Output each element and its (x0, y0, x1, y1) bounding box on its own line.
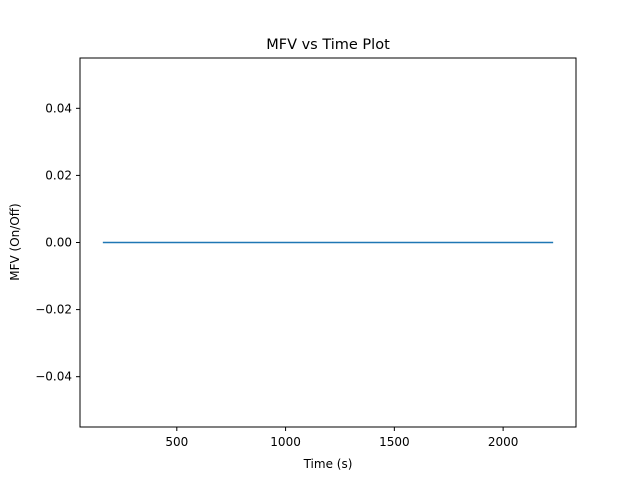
y-tick-label: −0.02 (35, 303, 72, 317)
y-tick-label: 0.00 (45, 236, 72, 250)
x-tick-label: 1000 (270, 435, 301, 449)
x-axis-ticks: 500 1000 1500 2000 (165, 427, 518, 449)
x-tick-label: 1500 (379, 435, 410, 449)
y-axis-ticks: −0.04 −0.02 0.00 0.02 0.04 (35, 101, 80, 384)
y-axis-label: MFV (On/Off) (8, 203, 22, 280)
y-tick-label: −0.04 (35, 370, 72, 384)
y-tick-label: 0.04 (45, 101, 72, 115)
x-axis-label: Time (s) (303, 457, 353, 471)
chart-title: MFV vs Time Plot (266, 37, 390, 53)
x-tick-label: 2000 (488, 435, 519, 449)
y-tick-label: 0.02 (45, 168, 72, 182)
x-tick-label: 500 (165, 435, 188, 449)
